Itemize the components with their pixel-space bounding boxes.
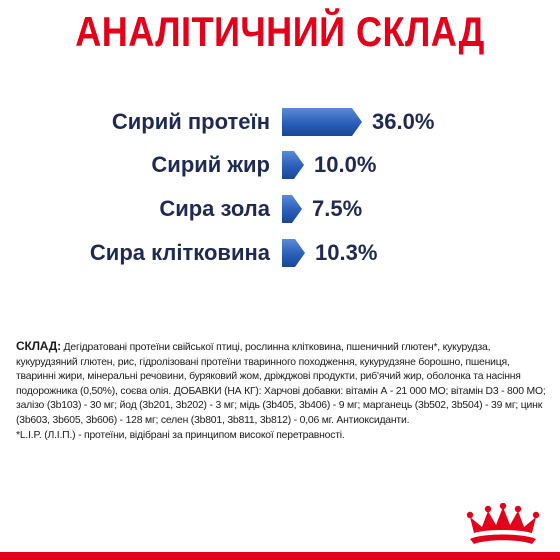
composition-text: СКЛАД: Дегідратовані протеїни свійської … (16, 339, 546, 443)
composition-heading: СКЛАД: (16, 339, 61, 353)
nutrient-label: Сира зола (159, 196, 270, 221)
nutrient-label: Сирий жир (151, 152, 270, 177)
nutrient-bar-shape (282, 239, 305, 267)
nutrient-bar (282, 195, 302, 223)
page-title: АНАЛІТИЧНИЙ СКЛАД (75, 8, 485, 55)
composition-line: СКЛАД: Дегідратовані протеїни свійської … (16, 339, 491, 353)
nutrient-row: Сирий протеїн 36.0% (0, 104, 560, 140)
nutrient-bar (282, 239, 305, 267)
royal-canin-crown-logo (466, 503, 540, 544)
composition-line: подорожника (0,50%), соєва олія. ДОБАВКИ… (16, 385, 546, 397)
nutrient-bar (282, 151, 304, 179)
nutrient-row: Сирий жир 10.0% (0, 147, 560, 183)
nutrient-bar-shape (282, 195, 302, 223)
footer-bar (0, 552, 560, 560)
nutrient-value: 10.3% (315, 240, 378, 265)
nutrient-label: Сирий протеїн (111, 109, 270, 134)
nutrient-label: Сира клітковина (89, 240, 270, 265)
composition-line: кукурудзяний глютен, рис, гідролізовані … (16, 356, 510, 368)
nutrient-value: 36.0% (372, 109, 435, 134)
nutrient-value: 10.0% (314, 152, 377, 177)
nutrient-value: 7.5% (312, 196, 363, 221)
nutrient-bar (282, 108, 362, 136)
composition-line: залізо (3b103) - 30 мг; йод (3b201, 3b20… (16, 400, 543, 412)
nutrient-bar-shape (282, 108, 362, 136)
composition-line: тваринні жири, мінеральні речовини, буря… (16, 371, 521, 383)
composition-line: *L.I.P. (Л.І.П.) - протеїни, відібрані з… (16, 429, 345, 441)
nutrient-row: Сира зола 7.5% (0, 191, 560, 227)
nutrient-row: Сира клітковина 10.3% (0, 235, 560, 271)
composition-line: (3b603, 3b605, 3b606) - 128 мг; селен (3… (16, 414, 410, 426)
nutrient-bar-shape (282, 151, 304, 179)
